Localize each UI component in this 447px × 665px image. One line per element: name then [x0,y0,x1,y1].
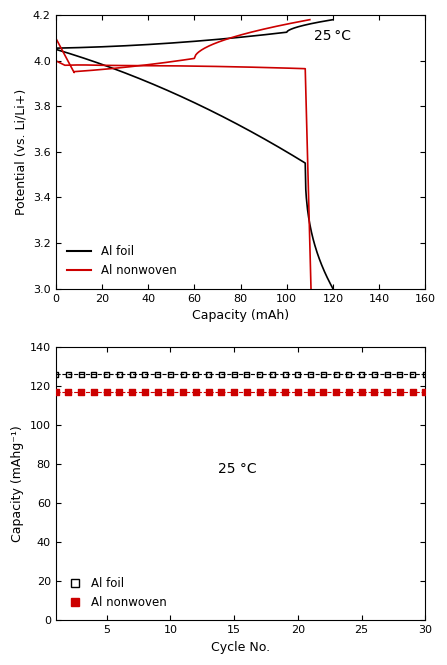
Point [384,386,391,397]
Point [52,369,59,380]
Point [422,386,429,397]
Point [218,369,225,380]
Point [307,386,314,397]
Point [269,386,276,397]
Point [307,369,314,380]
Point [231,369,238,380]
Point [422,369,429,380]
Point [90,386,97,397]
Point [205,386,212,397]
Point [192,369,199,380]
Y-axis label: Potential (vs. Li/Li+): Potential (vs. Li/Li+) [14,88,27,215]
Point [371,369,378,380]
Legend: Al foil, Al nonwoven: Al foil, Al nonwoven [62,239,182,283]
Point [269,369,276,380]
Point [282,386,289,397]
Text: 25 °C: 25 °C [315,29,351,43]
Text: 25 °C: 25 °C [218,462,257,476]
Point [129,386,136,397]
Point [256,369,263,380]
Point [320,369,327,380]
Point [243,386,250,397]
Point [384,369,391,380]
Point [256,386,263,397]
Point [320,386,327,397]
Point [103,386,110,397]
Point [65,369,72,380]
Point [52,386,59,397]
Y-axis label: Capacity (mAhg⁻¹): Capacity (mAhg⁻¹) [11,426,24,542]
Point [409,386,416,397]
Point [396,386,404,397]
Point [282,369,289,380]
Point [78,369,85,380]
Point [294,386,301,397]
Point [116,369,123,380]
Point [154,369,161,380]
Point [346,386,353,397]
Point [333,386,340,397]
Point [218,386,225,397]
X-axis label: Cycle No.: Cycle No. [211,641,270,654]
Point [116,386,123,397]
Point [180,386,187,397]
Point [371,386,378,397]
Point [65,386,72,397]
Point [346,369,353,380]
Point [78,386,85,397]
Point [90,369,97,380]
Point [129,369,136,380]
Point [333,369,340,380]
Point [141,369,148,380]
Point [358,369,365,380]
X-axis label: Capacity (mAh): Capacity (mAh) [192,309,289,322]
Point [192,386,199,397]
Point [396,369,404,380]
Point [243,369,250,380]
Point [167,369,174,380]
Point [358,386,365,397]
Point [154,386,161,397]
Point [167,386,174,397]
Point [103,369,110,380]
Legend: Al foil, Al nonwoven: Al foil, Al nonwoven [62,571,173,614]
Point [409,369,416,380]
Point [294,369,301,380]
Point [180,369,187,380]
Point [141,386,148,397]
Point [205,369,212,380]
Point [231,386,238,397]
